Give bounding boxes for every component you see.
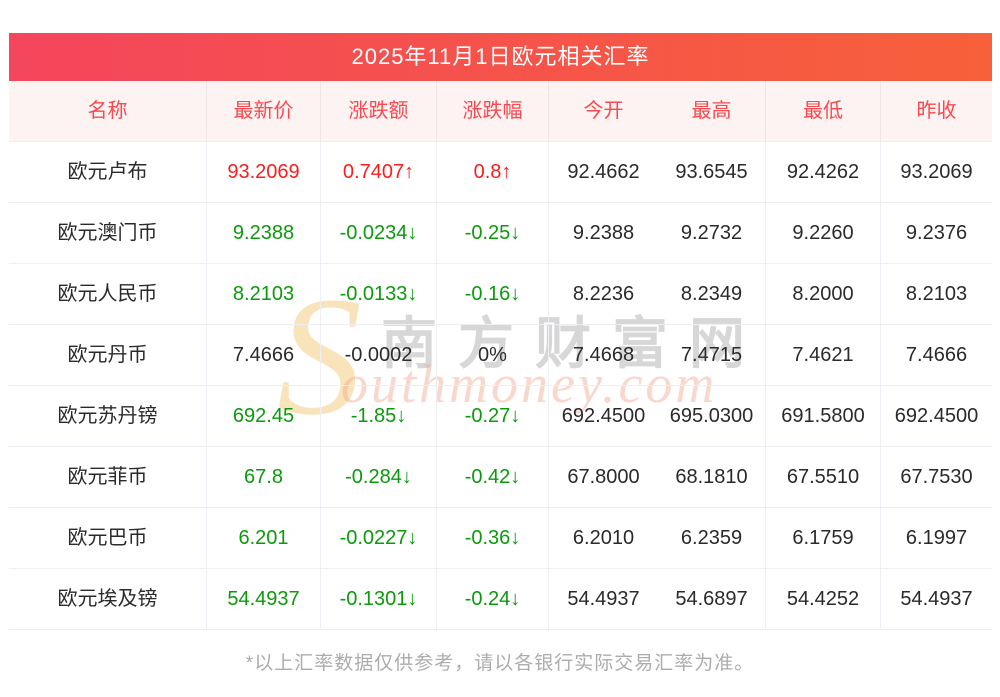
- cell-open: 54.4937: [567, 588, 640, 610]
- table-row: 欧元卢布 93.2069 0.7407↑ 0.8↑ 92.4662 93.654…: [9, 142, 992, 203]
- cell-prev-close: 67.7530: [900, 466, 973, 488]
- cell-latest-price: 6.201: [207, 508, 321, 568]
- cell-high: 8.2349: [658, 264, 766, 324]
- cell-high: 54.6897: [658, 569, 766, 629]
- cell-latest-price: 93.2069: [207, 142, 321, 202]
- cell-latest-price: 54.4937: [207, 569, 321, 629]
- table-row: 欧元人民币 8.2103 -0.0133↓ -0.16↓ 8.2236 8.23…: [9, 264, 992, 325]
- cell-name: 欧元卢布: [9, 142, 207, 202]
- cell-high: 9.2732: [658, 203, 766, 263]
- cell-high: 7.4715: [658, 325, 766, 385]
- cell-latest-price: 692.45: [207, 386, 321, 446]
- page-title: 2025年11月1日欧元相关汇率: [9, 33, 992, 81]
- cell-open: 8.2236: [572, 283, 635, 305]
- cell-change-percent: 0%: [437, 325, 549, 385]
- cell-low: 54.4252: [766, 569, 881, 629]
- cell-prev-close: 6.1997: [905, 527, 968, 549]
- header-cell-name: 名称: [9, 81, 207, 141]
- cell-latest-price: 67.8: [207, 447, 321, 507]
- cell-change-amount: -0.0133↓: [321, 264, 437, 324]
- table-row: 欧元菲币 67.8 -0.284↓ -0.42↓ 67.8000 68.1810…: [9, 447, 992, 508]
- header-cell-change-amount: 涨跌额: [321, 81, 437, 141]
- cell-change-percent: 0.8↑: [437, 142, 549, 202]
- cell-change-amount: -0.0227↓: [321, 508, 437, 568]
- cell-low: 92.4262: [766, 142, 881, 202]
- cell-latest-price: 9.2388: [207, 203, 321, 263]
- cell-prev-close: 7.4666: [905, 344, 968, 366]
- header-cell-prev-close: 昨收: [916, 100, 957, 122]
- cell-low: 6.1759: [766, 508, 881, 568]
- cell-name: 欧元澳门币: [9, 203, 207, 263]
- cell-change-amount: -0.1301↓: [321, 569, 437, 629]
- cell-low: 691.5800: [766, 386, 881, 446]
- header-cell-high: 最高: [658, 81, 766, 141]
- cell-change-percent: -0.25↓: [437, 203, 549, 263]
- cell-name: 欧元巴币: [9, 508, 207, 568]
- cell-change-percent: -0.36↓: [437, 508, 549, 568]
- cell-open: 6.2010: [572, 527, 635, 549]
- cell-high: 68.1810: [658, 447, 766, 507]
- header-cell-open: 今开: [583, 100, 624, 122]
- cell-latest-price: 7.4666: [207, 325, 321, 385]
- cell-change-percent: -0.16↓: [437, 264, 549, 324]
- table-row: 欧元苏丹镑 692.45 -1.85↓ -0.27↓ 692.4500 695.…: [9, 386, 992, 447]
- cell-name: 欧元埃及镑: [9, 569, 207, 629]
- cell-change-percent: -0.24↓: [437, 569, 549, 629]
- cell-low: 8.2000: [766, 264, 881, 324]
- cell-change-amount: 0.7407↑: [321, 142, 437, 202]
- cell-prev-close: 9.2376: [905, 222, 968, 244]
- cell-change-amount: -0.0234↓: [321, 203, 437, 263]
- cell-high: 6.2359: [658, 508, 766, 568]
- cell-open: 9.2388: [572, 222, 635, 244]
- cell-open: 67.8000: [567, 466, 640, 488]
- cell-prev-close: 8.2103: [905, 283, 968, 305]
- cell-change-percent: -0.27↓: [437, 386, 549, 446]
- rate-panel: 2025年11月1日欧元相关汇率 S 南方财富网 outhmoney.com 名…: [9, 33, 992, 630]
- cell-name: 欧元丹币: [9, 325, 207, 385]
- cell-name: 欧元人民币: [9, 264, 207, 324]
- cell-low: 9.2260: [766, 203, 881, 263]
- table-row: 欧元埃及镑 54.4937 -0.1301↓ -0.24↓ 54.4937 54…: [9, 569, 992, 630]
- cell-prev-close: 692.4500: [894, 405, 979, 427]
- table-row: 欧元巴币 6.201 -0.0227↓ -0.36↓ 6.2010 6.2359…: [9, 508, 992, 569]
- cell-latest-price: 8.2103: [207, 264, 321, 324]
- table-row: 欧元丹币 7.4666 -0.0002 0% 7.4668 7.4715 7.4…: [9, 325, 992, 386]
- header-cell-latest-price: 最新价: [207, 81, 321, 141]
- table-row: 欧元澳门币 9.2388 -0.0234↓ -0.25↓ 9.2388 9.27…: [9, 203, 992, 264]
- cell-high: 695.0300: [658, 386, 766, 446]
- header-row: 名称 最新价 涨跌额 涨跌幅 今开 最高 最低 昨收: [9, 81, 992, 142]
- cell-change-amount: -1.85↓: [321, 386, 437, 446]
- cell-name: 欧元苏丹镑: [9, 386, 207, 446]
- cell-low: 7.4621: [766, 325, 881, 385]
- header-cell-low: 最低: [766, 81, 881, 141]
- cell-open: 7.4668: [572, 344, 635, 366]
- cell-prev-close: 54.4937: [900, 588, 973, 610]
- cell-prev-close: 93.2069: [900, 161, 973, 183]
- rate-table: S 南方财富网 outhmoney.com 名称 最新价 涨跌额 涨跌幅 今开 …: [9, 81, 992, 630]
- cell-open: 692.4500: [561, 405, 646, 427]
- cell-low: 67.5510: [766, 447, 881, 507]
- footer-note: *以上汇率数据仅供参考，请以各银行实际交易汇率为准。: [245, 653, 755, 674]
- cell-change-percent: -0.42↓: [437, 447, 549, 507]
- cell-open: 92.4662: [567, 161, 640, 183]
- cell-change-amount: -0.0002: [321, 325, 437, 385]
- header-cell-change-percent: 涨跌幅: [437, 81, 549, 141]
- cell-high: 93.6545: [658, 142, 766, 202]
- cell-change-amount: -0.284↓: [321, 447, 437, 507]
- cell-name: 欧元菲币: [9, 447, 207, 507]
